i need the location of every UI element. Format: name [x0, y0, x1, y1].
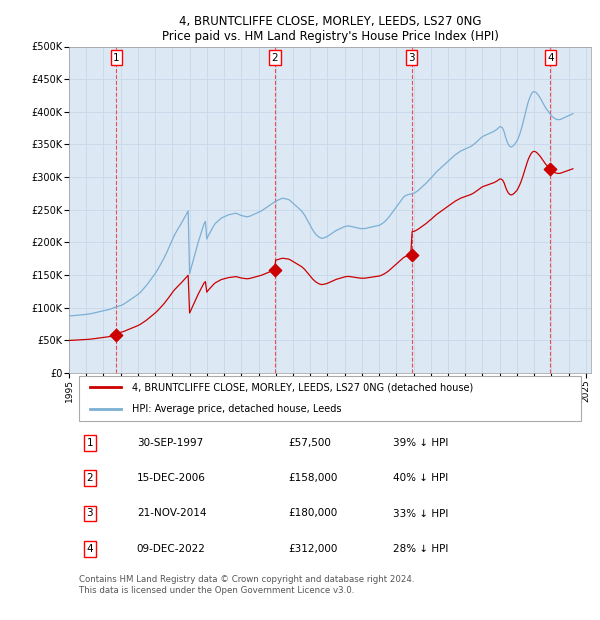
Text: 15-DEC-2006: 15-DEC-2006	[137, 473, 206, 484]
Text: 33% ↓ HPI: 33% ↓ HPI	[392, 508, 448, 518]
Text: 3: 3	[86, 508, 93, 518]
Text: 4: 4	[86, 544, 93, 554]
Text: 21-NOV-2014: 21-NOV-2014	[137, 508, 206, 518]
Text: 39% ↓ HPI: 39% ↓ HPI	[392, 438, 448, 448]
Text: 3: 3	[409, 53, 415, 63]
Text: 09-DEC-2022: 09-DEC-2022	[137, 544, 206, 554]
Point	[112, 330, 121, 340]
Text: 28% ↓ HPI: 28% ↓ HPI	[392, 544, 448, 554]
Text: HPI: Average price, detached house, Leeds: HPI: Average price, detached house, Leed…	[131, 404, 341, 415]
Text: 1: 1	[113, 53, 119, 63]
Text: 2: 2	[86, 473, 93, 484]
Text: Contains HM Land Registry data © Crown copyright and database right 2024.
This d: Contains HM Land Registry data © Crown c…	[79, 575, 415, 595]
FancyBboxPatch shape	[79, 376, 581, 421]
Text: 4: 4	[547, 53, 554, 63]
Point	[545, 164, 555, 174]
Text: £180,000: £180,000	[288, 508, 337, 518]
Text: £312,000: £312,000	[288, 544, 338, 554]
Text: 40% ↓ HPI: 40% ↓ HPI	[392, 473, 448, 484]
Text: 2: 2	[272, 53, 278, 63]
Text: 30-SEP-1997: 30-SEP-1997	[137, 438, 203, 448]
Text: £158,000: £158,000	[288, 473, 338, 484]
Text: 4, BRUNTCLIFFE CLOSE, MORLEY, LEEDS, LS27 0NG (detached house): 4, BRUNTCLIFFE CLOSE, MORLEY, LEEDS, LS2…	[131, 382, 473, 392]
Title: 4, BRUNTCLIFFE CLOSE, MORLEY, LEEDS, LS27 0NG
Price paid vs. HM Land Registry's : 4, BRUNTCLIFFE CLOSE, MORLEY, LEEDS, LS2…	[161, 14, 499, 43]
Point	[270, 265, 280, 275]
Text: 1: 1	[86, 438, 93, 448]
Point	[407, 250, 416, 260]
Text: £57,500: £57,500	[288, 438, 331, 448]
